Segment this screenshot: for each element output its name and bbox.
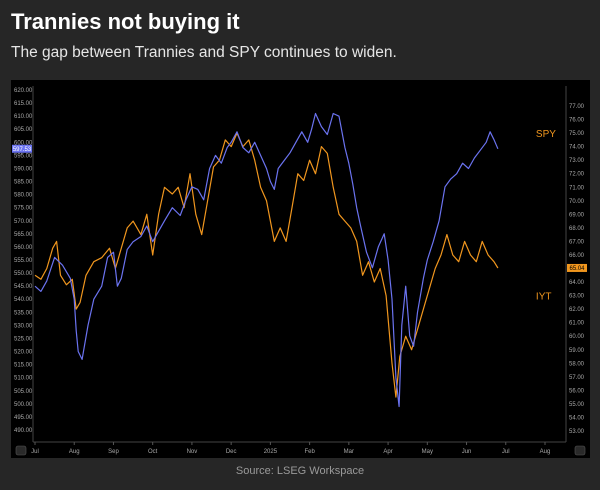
badge-value: 597.53	[13, 147, 32, 153]
left-tick-label: 590.00	[14, 166, 33, 172]
right-tick-label: 72.00	[569, 172, 585, 178]
left-tick-label: 585.00	[14, 180, 33, 186]
right-tick-label: 68.00	[569, 226, 585, 232]
x-tick-label: May	[422, 449, 433, 455]
x-tick-label: Apr	[383, 449, 392, 455]
right-tick-label: 70.00	[569, 199, 585, 205]
left-tick-label: 555.00	[14, 258, 33, 264]
right-tick-label: 56.00	[569, 388, 585, 394]
left-tick-label: 530.00	[14, 323, 33, 329]
badge-bg	[12, 144, 32, 153]
series-line-spy	[34, 112, 499, 408]
badge-bg	[567, 263, 587, 272]
right-tick-label: 75.00	[569, 131, 585, 137]
x-tick-label: Nov	[187, 449, 198, 455]
page-subtitle: The gap between Trannies and SPY continu…	[11, 44, 397, 61]
right-tick-label: 55.00	[569, 402, 585, 408]
scroll-right-icon	[574, 445, 586, 456]
left-tick-label: 505.00	[14, 389, 33, 395]
x-tick-label: Oct	[148, 449, 158, 455]
right-tick-label: 66.00	[569, 253, 585, 259]
left-tick-label: 600.00	[14, 140, 33, 146]
left-tick-label: 620.00	[14, 88, 33, 94]
left-tick-label: 510.00	[14, 376, 33, 382]
right-tick-label: 74.00	[569, 145, 585, 151]
right-tick-label: 62.00	[569, 307, 585, 313]
last-value-badge-spy: 597.53	[12, 144, 32, 153]
series-line-iyt	[34, 132, 499, 398]
right-tick-label: 73.00	[569, 158, 585, 164]
left-tick-label: 540.00	[14, 297, 33, 303]
scroll-left-icon	[15, 445, 27, 456]
right-tick-label: 64.00	[569, 280, 585, 286]
x-tick-label: Aug	[540, 449, 551, 455]
right-tick-label: 57.00	[569, 375, 585, 381]
left-tick-label: 575.00	[14, 206, 33, 212]
right-tick-label: 69.00	[569, 212, 585, 218]
left-tick-label: 580.00	[14, 193, 33, 199]
x-tick-label: Jul	[31, 449, 39, 455]
left-tick-label: 560.00	[14, 245, 33, 251]
series-label-spy: SPY	[536, 129, 556, 140]
right-tick-label: 60.00	[569, 334, 585, 340]
left-tick-label: 515.00	[14, 363, 33, 369]
right-tick-label: 58.00	[569, 361, 585, 367]
x-tick-label: Jun	[462, 449, 472, 455]
left-tick-label: 565.00	[14, 232, 33, 238]
x-tick-label: Jul	[502, 449, 510, 455]
x-tick-label: Dec	[226, 449, 237, 455]
chart-panel: 620.00 615.00 610.00 605.00 600.00 595.00 590.…	[11, 80, 590, 458]
left-tick-label: 550.00	[14, 271, 33, 277]
left-tick-label: 570.00	[14, 219, 33, 225]
left-tick-label: 520.00	[14, 350, 33, 356]
right-tick-label: 53.00	[569, 429, 585, 435]
right-tick-label: 76.00	[569, 118, 585, 124]
left-tick-label: 545.00	[14, 284, 33, 290]
source-note: Source: LSEG Workspace	[235, 465, 365, 477]
left-tick-label: 490.00	[14, 428, 33, 434]
x-tick-label: Mar	[344, 449, 354, 455]
line-chart: 620.00 615.00 610.00 605.00 600.00 595.00 590.…	[12, 86, 587, 456]
right-tick-label: 67.00	[569, 239, 585, 245]
left-tick-label: 525.00	[14, 336, 33, 342]
left-tick-label: 615.00	[14, 101, 33, 107]
left-tick-label: 595.00	[14, 153, 33, 159]
right-tick-label: 71.00	[569, 185, 585, 191]
left-tick-label: 500.00	[14, 402, 33, 408]
right-tick-label: 77.00	[569, 104, 585, 110]
x-tick-label: Aug	[69, 449, 80, 455]
x-tick-label: Feb	[304, 449, 315, 455]
series-label-iyt: IYT	[536, 292, 552, 303]
left-tick-label: 605.00	[14, 127, 33, 133]
page-title: Trannies not buying it	[11, 9, 240, 34]
right-tick-label: 61.00	[569, 321, 585, 327]
last-value-badge-iyt: 65.04	[567, 263, 587, 272]
right-tick-label: 54.00	[569, 415, 585, 421]
badge-value: 65.04	[569, 266, 585, 272]
x-tick-label: Sep	[108, 449, 119, 455]
right-tick-label: 63.00	[569, 294, 585, 300]
left-tick-label: 610.00	[14, 114, 33, 120]
left-tick-label: 495.00	[14, 415, 33, 421]
left-tick-label: 535.00	[14, 310, 33, 316]
right-tick-label: 59.00	[569, 348, 585, 354]
x-tick-label: 2025	[264, 449, 278, 455]
